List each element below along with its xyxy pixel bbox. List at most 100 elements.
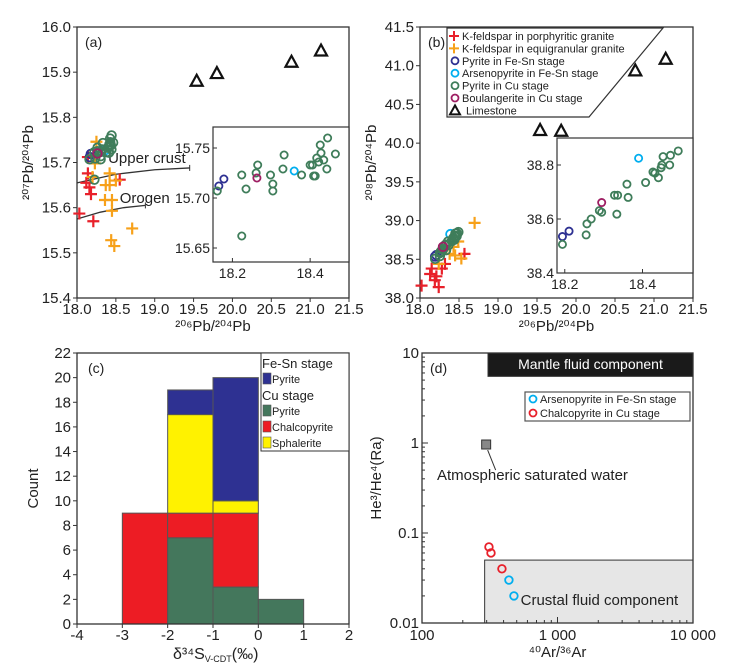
y-tick-label: 1 [411, 435, 419, 452]
circle-marker [586, 214, 596, 224]
circle-marker [581, 230, 591, 240]
inset-y-tick-label: 38.6 [527, 211, 554, 227]
circle-marker [484, 542, 494, 552]
inset-y-tick-label: 38.8 [527, 157, 554, 173]
legend-entry: Arsenopyrite in Fe-Sn stage [540, 394, 676, 406]
histogram-bar [167, 414, 214, 514]
circle-marker [212, 186, 222, 196]
legend-circle-icon [528, 394, 538, 404]
y-tick-label: 15.4 [42, 290, 71, 307]
circle-marker [623, 192, 633, 202]
annotation-leader-line [487, 449, 497, 471]
region-label: Mantle fluid component [518, 356, 663, 372]
triangle-marker [553, 122, 570, 137]
histogram-bar [121, 512, 169, 625]
reference-curve [76, 167, 190, 184]
x-tick-label: -2 [161, 627, 174, 644]
triangle-marker [313, 42, 329, 57]
legend-swatch [262, 420, 272, 433]
legend-circle-icon [450, 93, 460, 103]
x-tick-label: 19.0 [483, 301, 512, 318]
y-tick-label: 10 [402, 345, 419, 362]
triangle-marker [209, 64, 225, 80]
circle-marker [252, 173, 262, 183]
panel-c: -4 -3 -2 -1 0 1 20246810121416182022(c)Countδ³… [25, 345, 353, 664]
y-tick-label: 22 [54, 345, 71, 362]
legend-entry: K-feldspar in equigranular granite [462, 43, 625, 55]
y-tick-label: 15.6 [42, 200, 71, 217]
legend-circle-icon [450, 81, 460, 90]
circle-marker [105, 140, 117, 151]
circle-marker [106, 130, 117, 141]
y-axis-label: He³/He⁴(Ra) [368, 436, 385, 519]
y-tick-label: 12 [54, 468, 71, 485]
inset-x-tick-label: 18.2 [219, 265, 246, 281]
legend-entry: Pyrite in Fe-Sn stage [462, 56, 565, 68]
y-tick-label: 2 [63, 591, 71, 608]
legend-entry: K-feldspar in porphyritic granite [462, 31, 614, 43]
circle-marker [310, 171, 320, 181]
legend-box [524, 391, 691, 422]
plus-marker [455, 252, 468, 265]
plus-marker [90, 135, 103, 148]
plus-marker [428, 274, 441, 287]
circle-marker [268, 186, 278, 196]
y-tick-label: 14 [54, 444, 71, 461]
circle-marker [90, 153, 101, 164]
circle-marker [435, 246, 447, 257]
panel-label: (d) [430, 360, 447, 376]
inset-frame [556, 137, 694, 274]
y-tick-label: 40.0 [385, 135, 414, 152]
plus-marker [84, 188, 97, 201]
x-axis-label: ⁴⁰Ar/³⁶Ar [529, 644, 587, 661]
plus-marker [105, 193, 118, 206]
circle-marker [612, 209, 622, 219]
circle-marker [641, 178, 651, 188]
inset-y-tick-label: 15.70 [175, 190, 210, 206]
plus-marker [105, 204, 118, 217]
x-tick-label: -4 [70, 627, 83, 644]
x-tick-label: 19.5 [522, 301, 551, 318]
y-tick-label: 41.5 [385, 19, 414, 36]
plus-marker [73, 207, 86, 220]
x-tick-label: 18.0 [405, 301, 434, 318]
y-tick-label: 4 [63, 567, 71, 584]
plus-marker [424, 267, 437, 280]
x-tick-label: 21.5 [678, 301, 707, 318]
legend-entry: Chalcopyrite in Cu stage [540, 408, 660, 420]
panel-label: (c) [88, 360, 104, 376]
circle-marker [597, 198, 607, 208]
circle-marker [622, 179, 632, 189]
curve-label: Upper crust [108, 150, 186, 167]
x-tick-label: 100 [409, 627, 434, 644]
plus-marker [415, 279, 428, 292]
legend: Fe-Sn stage Pyrite Cu stage Pyrite Chalcopyr… [260, 352, 350, 452]
inset-y-tick-label: 15.75 [175, 140, 210, 156]
legend-swatch [262, 372, 272, 385]
circle-marker [653, 173, 663, 183]
circle-marker [253, 160, 263, 170]
circle-marker [251, 168, 261, 178]
x-tick-label: 19.0 [140, 301, 169, 318]
circle-marker [237, 170, 247, 180]
circle-marker [319, 155, 329, 165]
x-tick-label: 20.5 [600, 301, 629, 318]
y-tick-label: 38.5 [385, 251, 414, 268]
legend-entry: Pyrite [272, 406, 300, 418]
panel-d: Mantle fluid component Crustal fluid comp… [368, 345, 716, 661]
circle-marker [665, 150, 675, 160]
circle-marker [330, 149, 340, 159]
x-tick-label: 19.5 [179, 301, 208, 318]
y-tick-label: 41.0 [385, 58, 414, 75]
triangle-marker [283, 53, 300, 68]
histogram-bar [212, 512, 259, 588]
circle-marker [613, 190, 623, 200]
circle-marker [92, 148, 103, 159]
x-tick-label: 1 [299, 627, 307, 644]
y-axis-label: Count [25, 468, 42, 509]
circle-marker [241, 184, 251, 194]
legend-circle-icon [528, 408, 538, 418]
y-tick-label: 39.0 [385, 213, 414, 230]
legend-plus-icon [449, 31, 459, 41]
plus-marker [86, 170, 99, 183]
